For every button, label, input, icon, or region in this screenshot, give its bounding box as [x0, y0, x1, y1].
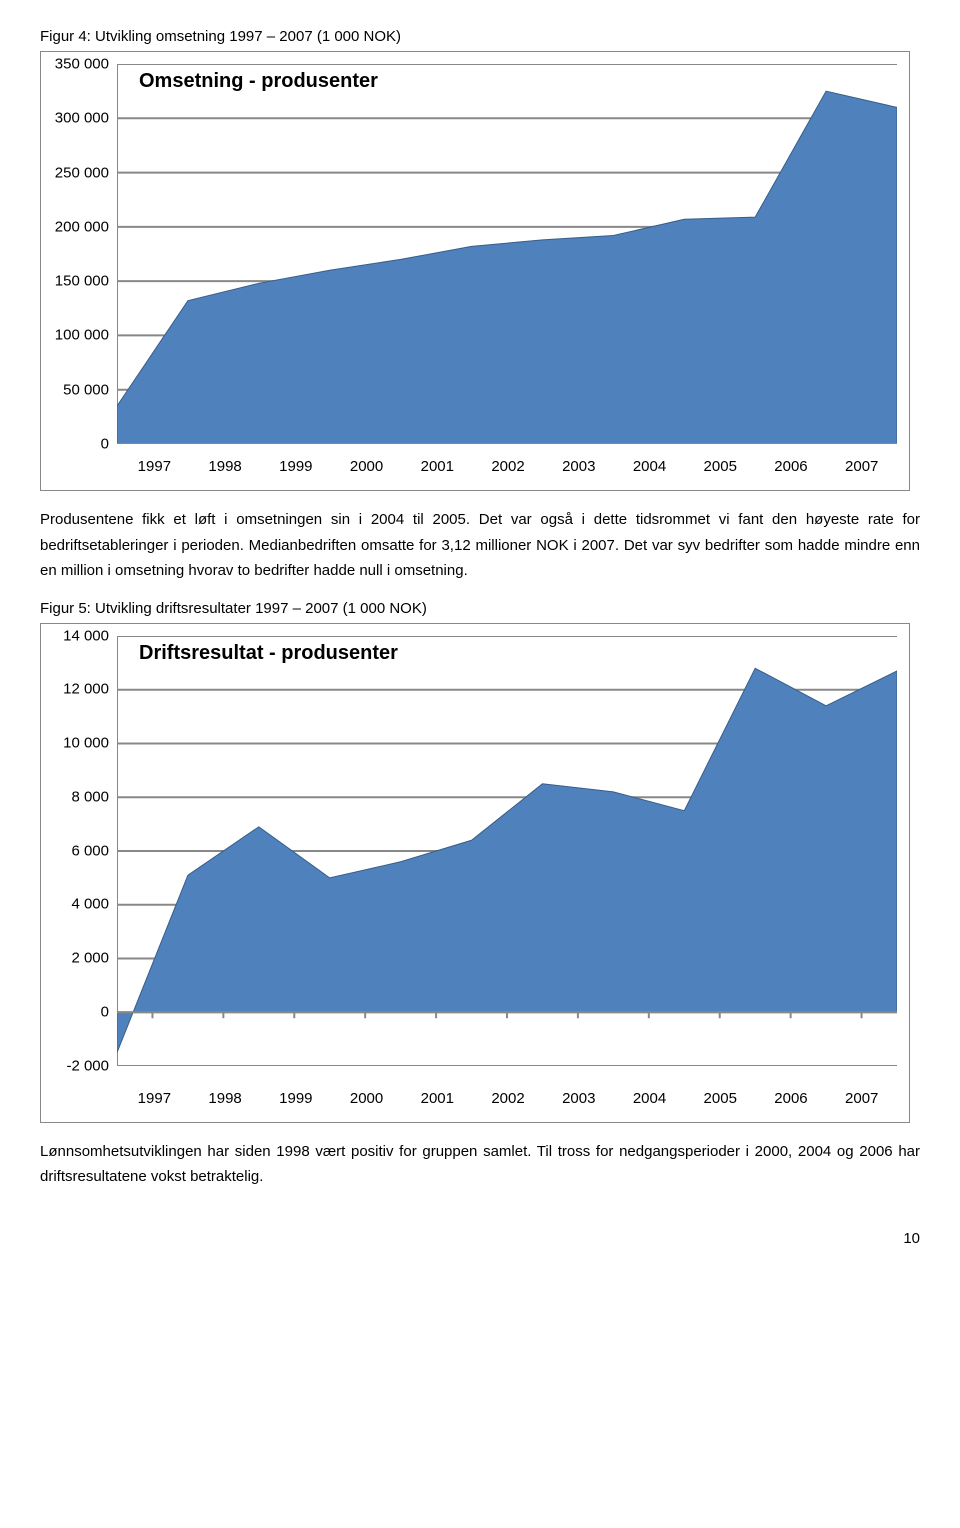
- y-tick-label: 200 000: [55, 218, 109, 235]
- y-tick-label: 12 000: [63, 681, 109, 698]
- y-tick-label: 4 000: [71, 896, 109, 913]
- paragraph-2: Lønnsomhetsutviklingen har siden 1998 væ…: [40, 1139, 920, 1190]
- y-tick-label: 6 000: [71, 842, 109, 859]
- figure4-plot-area: Omsetning - produsenter: [117, 64, 897, 452]
- x-tick-label: 1998: [190, 458, 261, 475]
- x-tick-label: 2002: [473, 1090, 544, 1107]
- y-tick-label: 300 000: [55, 110, 109, 127]
- x-tick-label: 2004: [614, 1090, 685, 1107]
- y-tick-label: 250 000: [55, 164, 109, 181]
- x-tick-label: 2003: [543, 458, 614, 475]
- figure5-x-axis: 1997199819992000200120022003200420052006…: [119, 1084, 909, 1117]
- y-tick-label: 350 000: [55, 56, 109, 73]
- x-tick-label: 1998: [190, 1090, 261, 1107]
- figure5-series-label: Driftsresultat - produsenter: [139, 642, 398, 665]
- y-tick-label: 10 000: [63, 735, 109, 752]
- y-tick-label: 50 000: [63, 381, 109, 398]
- x-tick-label: 2001: [402, 1090, 473, 1107]
- figure5-y-axis: -2 00002 0004 0006 0008 00010 00012 0001…: [41, 636, 117, 1066]
- x-tick-label: 1997: [119, 458, 190, 475]
- figure5-chart: -2 000 0 2 000 4 000 6 000 8 000 10 000 12 000 1…: [40, 623, 910, 1123]
- x-tick-label: 2007: [826, 458, 897, 475]
- y-tick-label: 2 000: [71, 950, 109, 967]
- figure5-plot-area: Driftsresultat - produsenter: [117, 636, 897, 1084]
- y-tick-label: 0: [101, 1003, 109, 1020]
- y-tick-label: 8 000: [71, 788, 109, 805]
- figure5-title: Figur 5: Utvikling driftsresultater 1997…: [40, 600, 920, 617]
- figure4-chart: 0 50 000 100 000 150 000 200 000 250 000 300 0…: [40, 51, 910, 491]
- y-tick-label: 100 000: [55, 327, 109, 344]
- figure4-y-axis: 050 000100 000150 000200 000250 000300 0…: [41, 64, 117, 444]
- figure4-x-axis: 1997199819992000200120022003200420052006…: [119, 452, 909, 485]
- y-tick-label: -2 000: [66, 1057, 109, 1074]
- x-tick-label: 1999: [260, 1090, 331, 1107]
- x-tick-label: 2003: [543, 1090, 614, 1107]
- x-tick-label: 2006: [756, 458, 827, 475]
- x-tick-label: 2000: [331, 1090, 402, 1107]
- paragraph-1: Produsentene fikk et løft i omsetningen …: [40, 507, 920, 584]
- x-tick-label: 2000: [331, 458, 402, 475]
- x-tick-label: 1997: [119, 1090, 190, 1107]
- figure4-title: Figur 4: Utvikling omsetning 1997 – 2007…: [40, 28, 920, 45]
- x-tick-label: 2006: [756, 1090, 827, 1107]
- y-tick-label: 0: [101, 436, 109, 453]
- x-tick-label: 2005: [685, 1090, 756, 1107]
- x-tick-label: 2004: [614, 458, 685, 475]
- x-tick-label: 2001: [402, 458, 473, 475]
- x-tick-label: 2005: [685, 458, 756, 475]
- page-number: 10: [40, 1230, 920, 1247]
- y-tick-label: 14 000: [63, 627, 109, 644]
- y-tick-label: 150 000: [55, 273, 109, 290]
- x-tick-label: 1999: [260, 458, 331, 475]
- figure4-series-label: Omsetning - produsenter: [139, 70, 378, 93]
- x-tick-label: 2007: [826, 1090, 897, 1107]
- x-tick-label: 2002: [473, 458, 544, 475]
